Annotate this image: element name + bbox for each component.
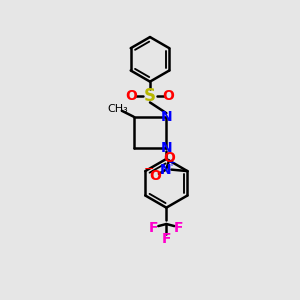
Text: F: F [174, 220, 184, 235]
Text: O: O [163, 89, 174, 103]
Text: CH₃: CH₃ [107, 104, 128, 114]
Text: O: O [126, 89, 137, 103]
Text: N: N [160, 163, 172, 177]
Text: O: O [149, 169, 161, 183]
Text: O: O [163, 151, 175, 165]
Text: N: N [160, 110, 172, 124]
Text: −: − [144, 163, 154, 176]
Text: N: N [160, 141, 172, 154]
Text: +: + [167, 158, 175, 168]
Text: F: F [162, 232, 171, 247]
Text: S: S [144, 87, 156, 105]
Text: F: F [149, 220, 159, 235]
